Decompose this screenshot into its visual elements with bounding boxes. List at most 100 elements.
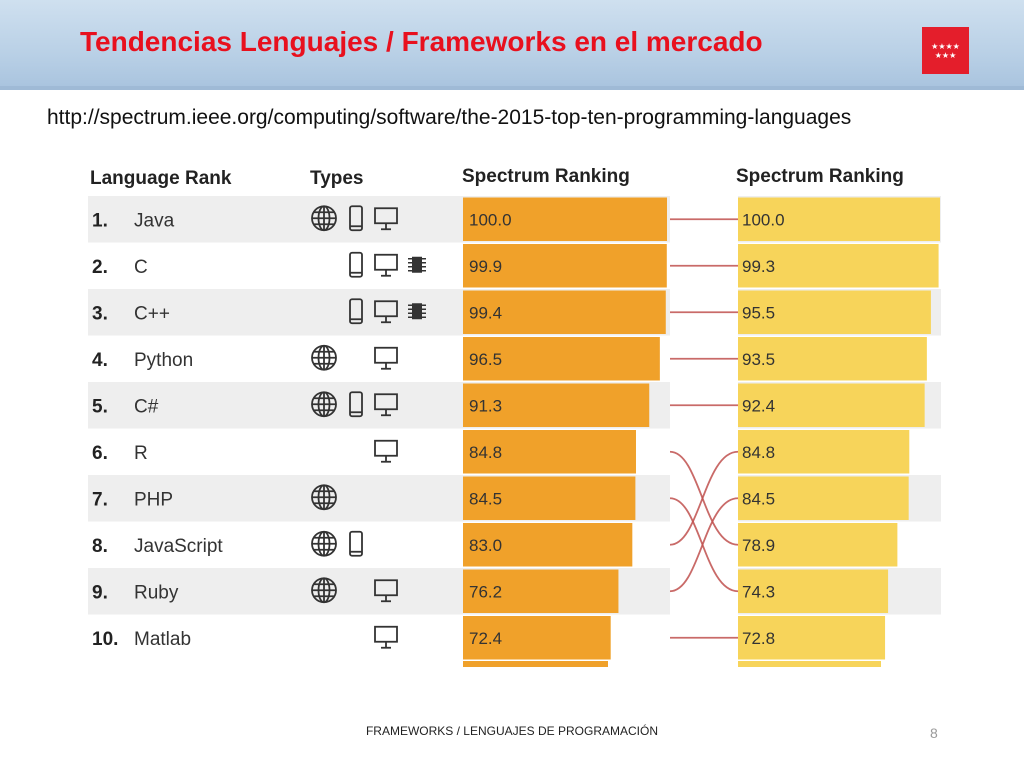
right-bar-group: 95.5 [738, 290, 931, 334]
rank-number: 2. [92, 257, 108, 278]
bar-right [738, 290, 931, 334]
bar-right-label: 72.8 [742, 629, 775, 648]
bar-right [738, 197, 940, 241]
bar-right [738, 569, 889, 613]
right-bar-group: 84.8 [738, 430, 910, 474]
table-row: 1. Java 100.0 [88, 196, 941, 243]
bar-left [463, 244, 667, 288]
bar-right [738, 616, 886, 660]
bar-left [463, 430, 636, 474]
header-language-rank: Language Rank [90, 168, 232, 189]
header-spectrum-ranking-right: Spectrum Ranking [736, 166, 904, 187]
language-name: C# [134, 396, 159, 417]
mobile-icon [349, 205, 363, 232]
rank-number: 10. [92, 629, 118, 650]
desktop-icon [374, 346, 398, 370]
right-bar-group: 100.0 [738, 197, 940, 241]
bar-right-label: 99.3 [742, 257, 775, 276]
bar-left [463, 616, 611, 660]
right-bar-group: 78.9 [738, 523, 898, 567]
bar-left-continuation [463, 661, 608, 667]
bar-right-continuation [738, 661, 881, 667]
web-icon [311, 530, 337, 557]
mobile-icon-body [349, 391, 363, 418]
bar-left-label: 84.5 [469, 489, 502, 508]
bar-right-label: 74.3 [742, 582, 775, 601]
bar-left [463, 290, 666, 334]
bar-right-label: 93.5 [742, 350, 775, 369]
bar-left-label: 83.0 [469, 536, 502, 555]
bar-left-label: 99.9 [469, 257, 502, 276]
language-name: R [134, 443, 148, 464]
source-url[interactable]: http://spectrum.ieee.org/computing/softw… [47, 106, 852, 129]
desktop-icon [374, 393, 398, 417]
page-number: 8 [930, 725, 938, 741]
slide-title: Tendencias Lenguajes / Frameworks en el … [80, 26, 763, 57]
rank-number: 5. [92, 396, 108, 417]
header-divider [0, 86, 1024, 90]
table-rows: 1. Java 100.0 2. C 99.9 3. C++ 99.4 4. Python 96.5 5… [88, 196, 941, 667]
bar-left-label: 96.5 [469, 350, 502, 369]
ranking-connector [669, 497, 739, 593]
header-spectrum-ranking-left: Spectrum Ranking [462, 166, 630, 187]
bar-right-label: 95.5 [742, 303, 775, 322]
desktop-icon [374, 253, 398, 277]
ranking-connector [669, 450, 739, 546]
language-name: C [134, 257, 148, 278]
web-icon [311, 344, 337, 371]
embedded-icon-chip [412, 256, 422, 273]
language-name: PHP [134, 489, 173, 510]
language-name: Matlab [134, 629, 191, 650]
bar-left [463, 569, 619, 613]
bar-right [738, 476, 909, 520]
rank-number: 8. [92, 536, 108, 557]
right-bar-group: 92.4 [738, 383, 925, 427]
bar-left-label: 91.3 [469, 396, 502, 415]
bar-left-label: 100.0 [469, 210, 512, 229]
mobile-icon-body [349, 205, 363, 232]
bar-right-label: 84.5 [742, 489, 775, 508]
right-bar-group: 72.8 [738, 616, 886, 660]
bar-right-label: 100.0 [742, 210, 785, 229]
header-band [0, 0, 1024, 90]
ranking-connector [669, 450, 739, 546]
bar-right [738, 430, 910, 474]
mobile-icon-body [349, 251, 363, 278]
rank-number: 3. [92, 303, 108, 324]
web-icon [311, 577, 337, 604]
bar-left [463, 197, 667, 241]
bar-right-label: 92.4 [742, 396, 775, 415]
desktop-icon [374, 300, 398, 324]
mobile-icon [349, 530, 363, 557]
bar-left [463, 383, 650, 427]
bar-left-label: 84.8 [469, 443, 502, 462]
mobile-icon-body [349, 530, 363, 557]
language-name: Java [134, 210, 175, 231]
web-icon [311, 484, 337, 511]
language-name: JavaScript [134, 536, 223, 557]
desktop-icon [374, 579, 398, 603]
rank-number: 7. [92, 489, 108, 510]
web-icon [311, 205, 337, 232]
bar-left [463, 523, 633, 567]
table-row: 5. C# 91.3 [88, 382, 941, 429]
logo-stars-bottom: ★★★ [934, 50, 957, 60]
rank-number: 1. [92, 210, 108, 231]
language-name: Ruby [134, 582, 179, 603]
desktop-icon [374, 439, 398, 463]
embedded-icon-chip [412, 303, 422, 320]
desktop-icon [374, 625, 398, 649]
header-types: Types [310, 168, 364, 189]
ranking-chart: 1. Java 100.0 2. C 99.9 3. C++ 99.4 4. Python 96.5 5… [88, 166, 941, 667]
logo-stars-top: ★★★★ [931, 41, 960, 51]
rank-number: 6. [92, 443, 108, 464]
mobile-icon [349, 298, 363, 325]
bar-right [738, 337, 927, 381]
bar-left-label: 99.4 [469, 303, 502, 322]
bar-right [738, 244, 939, 288]
bar-right [738, 523, 898, 567]
bar-left [463, 476, 636, 520]
mobile-icon [349, 391, 363, 418]
right-bar-group: 99.3 [738, 244, 939, 288]
table-header: Language Rank Types Spectrum Ranking Spe… [90, 166, 904, 189]
